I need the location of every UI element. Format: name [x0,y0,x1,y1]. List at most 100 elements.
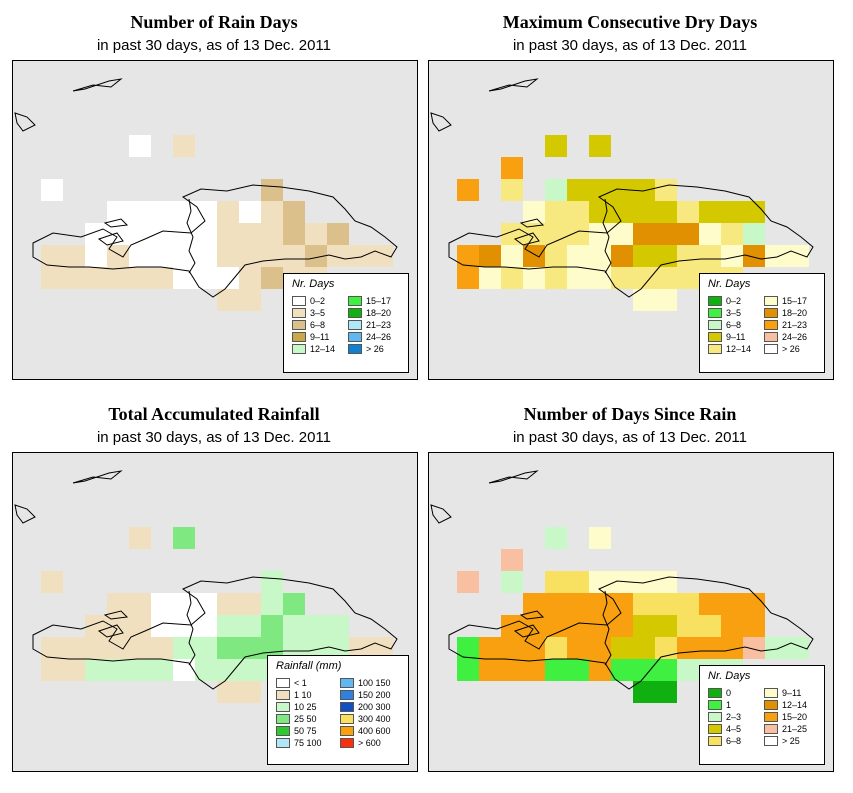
grid-cell [305,223,327,245]
grid-cell [217,223,239,245]
grid-cell [567,245,589,267]
grid-cell [787,637,809,659]
grid-cell [721,593,743,615]
grid-cell [239,637,261,659]
grid-cell [699,245,721,267]
grid-cell [195,201,217,223]
grid-cell [589,571,611,593]
grid-cell [85,245,107,267]
grid-cell [261,223,283,245]
grid-cell [633,593,655,615]
grid-cell [545,593,567,615]
legend-swatch [764,344,778,354]
grid-cell [743,245,765,267]
country-border [186,198,196,274]
legend-swatch [764,332,778,342]
grid-cell [41,571,63,593]
legend-swatch [276,678,290,688]
grid-cell [787,245,809,267]
island-outline [488,78,539,92]
grid-cell [721,637,743,659]
legend-label: 3–5 [726,308,742,318]
grid-cell [655,637,677,659]
grid-cell [699,223,721,245]
grid-cell [479,659,501,681]
grid-cell [217,659,239,681]
island-outline [97,232,124,246]
map-svg [430,470,814,703]
grid-cell [633,615,655,637]
legend-swatch [292,308,306,318]
grid-cell [677,593,699,615]
grid-cell [129,637,151,659]
grid-cell [85,637,107,659]
legend-label: 18–20 [782,308,808,318]
legend-label: 2–3 [726,712,742,722]
grid-cell [239,223,261,245]
map-area: Nr. Days 0–2 3–5 6–8 9–11 12–14 15–17 18–20 21–… [428,60,834,380]
grid-cell [195,615,217,637]
grid-cell [545,615,567,637]
map-svg [14,78,398,311]
legend-label: 75 100 [294,738,322,748]
island-outline [513,624,540,638]
grid-cell [721,615,743,637]
legend-swatch [340,702,354,712]
legend-label: 21–25 [782,724,808,734]
grid-cell [217,289,239,311]
grid-cell [567,593,589,615]
legend-swatch [708,320,722,330]
grid-cell [173,527,195,549]
island-outline [72,470,123,484]
legend-swatch [276,690,290,700]
panel-title: Total Accumulated Rainfall [108,404,320,424]
grid-cell [655,593,677,615]
legend-label: > 600 [358,738,381,748]
grid-cell [633,637,655,659]
grid-cell [765,637,787,659]
legend-swatch [348,320,362,330]
legend-label: 12–14 [726,344,752,354]
coastline [32,576,398,690]
island-outline [14,112,36,132]
grid-cell [173,135,195,157]
legend-swatch [764,724,778,734]
grid-cell [655,659,677,681]
map-svg [14,470,398,703]
map-area: Rainfall (mm) < 1 1 10 10 25 25 50 50 75 75 1… [12,452,418,772]
grid-cell [283,223,305,245]
legend-swatch [348,308,362,318]
grid-cell [655,681,677,703]
legend-swatch [764,308,778,318]
grid-cell [261,267,283,289]
legend-label: > 26 [782,344,800,354]
grid-cell [721,223,743,245]
legend-swatch [348,296,362,306]
grid-cell [567,223,589,245]
legend-swatch [708,700,722,710]
grid-cell [633,571,655,593]
grid-cell [457,245,479,267]
grid-cell [633,201,655,223]
grid-cell [523,637,545,659]
grid-cell [677,637,699,659]
legend: Nr. Days 0 1 2–3 4–5 6–8 9–11 12–14 15–20 21–25 >… [699,665,825,765]
legend-swatch [292,332,306,342]
island-outline [103,610,129,620]
grid-cell [655,289,677,311]
legend-swatch [708,308,722,318]
grid-cell [85,223,107,245]
grid-cell [261,179,283,201]
coastline [448,576,814,690]
grid-cell [129,615,151,637]
panel-days-since-rain: Number of Days Since Rain in past 30 day… [428,404,834,774]
legend-swatch [340,714,354,724]
grid-cell [501,245,523,267]
grid-cell [699,637,721,659]
legend-swatch [276,714,290,724]
grid-cell [501,179,523,201]
grid-cell [743,593,765,615]
grid-cell [523,659,545,681]
grid-cell [721,245,743,267]
grid-cell [633,223,655,245]
